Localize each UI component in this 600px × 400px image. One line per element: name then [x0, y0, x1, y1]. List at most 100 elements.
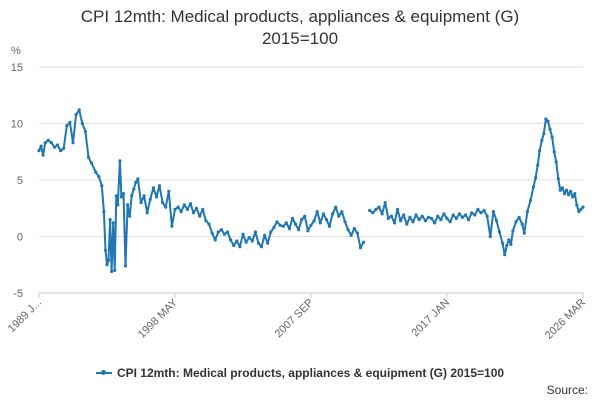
data-point [266, 241, 270, 245]
data-point [229, 238, 233, 242]
data-point [250, 239, 254, 243]
data-point [476, 207, 480, 211]
data-point [300, 218, 304, 222]
data-point [71, 141, 75, 145]
data-point [244, 240, 248, 244]
x-tick-label: 2007 SEP [273, 297, 317, 341]
legend-line-marker-icon [95, 369, 112, 377]
data-point [235, 239, 239, 243]
data-point [488, 234, 492, 239]
data-point [207, 222, 211, 226]
data-point [389, 214, 393, 218]
y-tick-label: -5 [13, 288, 23, 300]
data-point [491, 210, 495, 214]
data-point [497, 230, 502, 234]
data-point [525, 210, 530, 214]
data-point [463, 213, 468, 217]
data-point [139, 201, 143, 205]
legend-item[interactable]: CPI 12mth: Medical products, appliances … [95, 366, 504, 380]
data-point [514, 220, 518, 224]
chart-title-line2: 2015=100 [261, 29, 339, 48]
data-point [546, 119, 550, 123]
data-point [312, 219, 316, 223]
data-point [482, 208, 486, 213]
data-point [361, 240, 366, 244]
data-point [185, 207, 189, 211]
data-point [334, 205, 338, 209]
data-point [287, 227, 291, 231]
data-point [121, 192, 126, 196]
data-point [128, 214, 132, 218]
data-point [103, 248, 108, 252]
data-point [536, 163, 540, 167]
data-point [352, 227, 356, 231]
data-point [89, 161, 94, 165]
data-point [451, 213, 455, 217]
data-point [213, 238, 217, 242]
data-point [219, 228, 223, 232]
data-point [46, 138, 50, 142]
data-point [560, 186, 565, 190]
x-tick-label: 1989 J... [6, 297, 44, 335]
data-point [154, 195, 159, 199]
data-point [39, 144, 43, 148]
data-point [368, 208, 372, 213]
data-point [426, 215, 431, 219]
data-point [55, 143, 60, 147]
data-point [522, 231, 526, 235]
data-point [136, 177, 140, 181]
data-point [433, 221, 437, 225]
data-point [343, 220, 347, 224]
data-point [470, 211, 474, 215]
data-point [241, 232, 245, 236]
y-tick-label: 5 [17, 175, 23, 187]
data-point [511, 229, 515, 233]
data-point [105, 263, 109, 267]
data-point [564, 188, 569, 192]
data-point [290, 216, 295, 220]
data-point [182, 203, 186, 207]
data-point [204, 219, 208, 223]
data-point [340, 210, 344, 214]
data-point [505, 243, 509, 248]
data-point [100, 184, 104, 188]
chart-title-line1: CPI 12mth: Medical products, appliances … [80, 7, 520, 26]
data-point [167, 189, 171, 193]
data-point [374, 207, 378, 211]
data-point [556, 177, 560, 181]
x-tick-label: 2017 JAN [409, 297, 452, 340]
data-point [210, 231, 214, 235]
data-point [442, 212, 446, 216]
data-point [321, 212, 325, 216]
data-point [358, 246, 363, 250]
source-label: Source: [546, 383, 588, 397]
data-point [49, 141, 54, 145]
data-point [145, 211, 149, 215]
data-point [417, 218, 421, 222]
series-line [369, 118, 584, 256]
data-point [74, 112, 78, 117]
data-point [43, 141, 47, 145]
data-point [562, 192, 567, 196]
data-point [284, 221, 288, 225]
series-line [38, 108, 365, 273]
data-point [571, 195, 575, 199]
data-point [157, 184, 162, 188]
data-point [256, 241, 261, 245]
legend[interactable]: CPI 12mth: Medical products, appliances … [0, 366, 600, 380]
data-point [473, 213, 477, 217]
data-point [306, 229, 310, 233]
data-point [278, 223, 282, 227]
data-point [173, 207, 177, 211]
data-point [188, 202, 193, 206]
data-point [309, 223, 313, 227]
data-point [272, 225, 276, 230]
data-point [402, 213, 406, 217]
y-axis-unit-label: % [11, 45, 21, 57]
data-point [467, 218, 471, 222]
data-point [538, 149, 542, 153]
data-point [567, 193, 571, 197]
data-point [86, 155, 91, 159]
data-point [108, 218, 112, 222]
